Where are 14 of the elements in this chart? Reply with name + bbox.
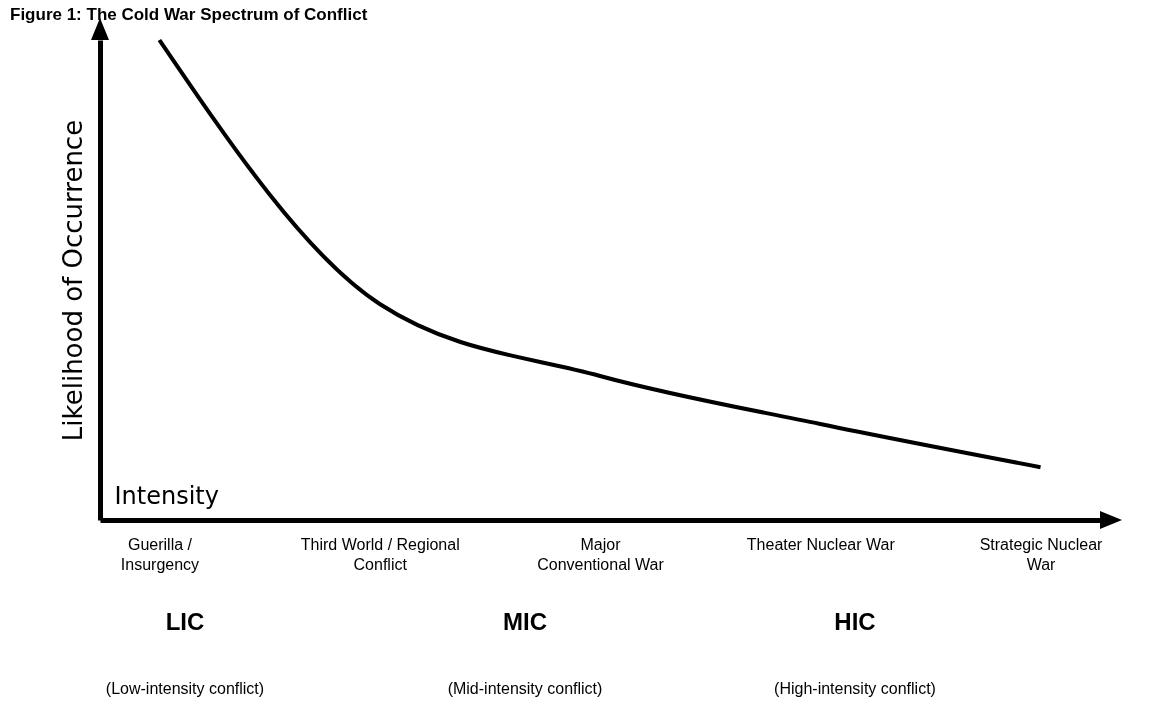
x-tick-label: Strategic Nuclear War	[979, 535, 1104, 573]
text: (Mid-intensity conflict)	[447, 680, 603, 698]
text: (High-intensity conflict)	[774, 680, 936, 698]
text: MIC	[503, 608, 547, 636]
text: HIC	[834, 608, 876, 636]
x-tick-label: Theater Nuclear War	[746, 535, 896, 553]
y-axis-title: Likelihood of Occurrence	[57, 119, 88, 442]
x-tick-label: Guerilla / Insurgency	[120, 535, 200, 573]
x-axis-title: Intensity	[114, 481, 219, 510]
x-tick-label: Major Conventional War	[537, 535, 665, 573]
text: (Low-intensity conflict)	[105, 680, 265, 698]
x-tick-label: Third World / Regional Conflict	[300, 535, 460, 573]
text: LIC	[165, 608, 205, 636]
chart-title: Figure 1: The Cold War Spectrum of Conflict	[10, 5, 368, 24]
